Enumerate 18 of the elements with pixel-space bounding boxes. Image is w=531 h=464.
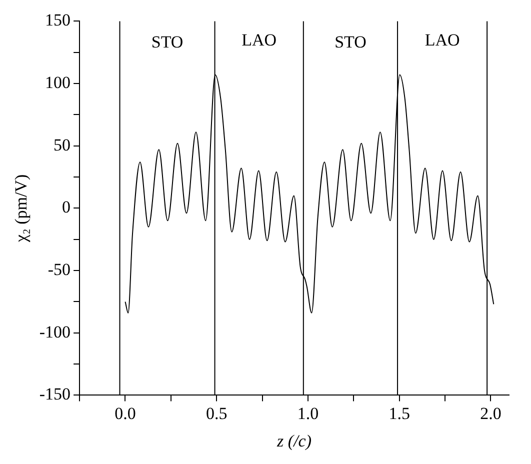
- annotation: STO: [151, 32, 184, 52]
- annotation: STO: [334, 32, 366, 52]
- y-tick-label: -50: [48, 260, 71, 279]
- x-tick-label: 2.0: [480, 404, 502, 423]
- y-axis-title: χ₂ (pm/V): [12, 174, 31, 244]
- annotation: LAO: [424, 30, 460, 50]
- annotation: LAO: [242, 30, 277, 50]
- y-tick-label: -100: [39, 322, 71, 342]
- x-tick-label: 0.5: [206, 404, 228, 423]
- y-tick-label: 0: [62, 198, 71, 217]
- x-tick-label: 1.0: [297, 404, 319, 423]
- y-tick-label: 100: [45, 73, 71, 92]
- x-axis-title: z (/c): [276, 431, 312, 450]
- x-tick-label: 1.5: [388, 404, 410, 423]
- y-tick-label: 150: [45, 10, 71, 30]
- y-tick-label: -150: [39, 384, 71, 404]
- x-tick-label: 0.0: [114, 404, 136, 423]
- y-tick-label: 50: [54, 135, 71, 154]
